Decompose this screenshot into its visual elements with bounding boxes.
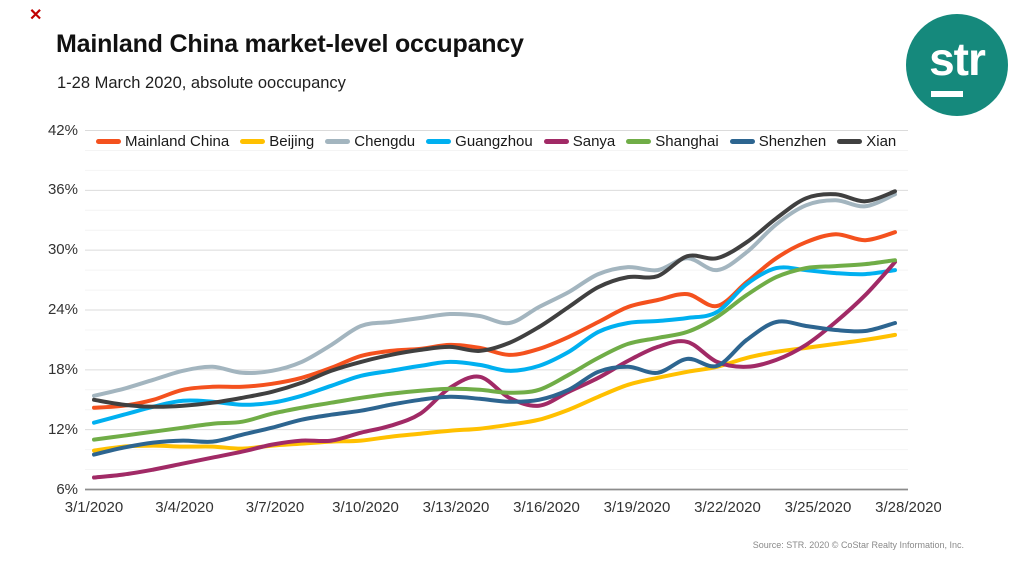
page-subtitle: 1-28 March 2020, absolute ooccupancy (57, 74, 346, 92)
legend-item-shenzhen: Shenzhen (729, 133, 827, 150)
legend-swatch-shenzhen (729, 139, 755, 144)
chart-legend: Mainland China Beijing Chengdu Guangzhou San… (96, 133, 907, 150)
source-note: Source: STR. 2020 © CoStar Realty Inform… (752, 540, 964, 550)
str-logo-underline (931, 91, 963, 97)
legend-swatch-guangzhou (426, 139, 452, 144)
str-logo-text: str (929, 33, 986, 85)
legend-label-shanghai: Shanghai (655, 133, 719, 150)
y-tick-label-30: 30% (47, 241, 78, 259)
x-tick-label-3-7-2020: 3/7/2020 (245, 499, 305, 516)
legend-label-sanya: Sanya (572, 133, 616, 150)
y-tick-label-12: 12% (47, 420, 78, 438)
series-line-mainland-china (92, 230, 897, 410)
x-tick-label-3-13-2020: 3/13/2020 (422, 499, 490, 516)
legend-swatch-chengdu (325, 139, 351, 144)
x-tick-label-3-4-2020: 3/4/2020 (155, 499, 214, 516)
x-tick-label-3-1-2020: 3/1/2020 (64, 499, 124, 516)
series-line-beijing (92, 332, 897, 453)
x-tick-label-3-28-2020: 3/28/2020 (875, 499, 941, 516)
y-tick-label-6: 6% (56, 480, 78, 498)
page-title: Mainland China market-level occupancy (56, 30, 524, 58)
red-cross-mark: ✕ (29, 7, 43, 24)
legend-swatch-xian (837, 139, 863, 144)
legend-swatch-shanghai (626, 139, 652, 144)
legend-swatch-beijing (240, 139, 266, 144)
legend-label-beijing: Beijing (269, 133, 315, 150)
legend-label-xian: Xian (866, 133, 897, 150)
series-line-sanya (92, 260, 897, 480)
legend-swatch-sanya (543, 139, 569, 144)
legend-item-shanghai: Shanghai (626, 133, 719, 150)
y-tick-label-18: 18% (47, 360, 78, 378)
legend-item-xian: Xian (837, 133, 896, 150)
legend-label-mainland-china: Mainland China (125, 133, 230, 150)
series-line-shanghai (92, 258, 897, 442)
series-line-guangzhou (92, 265, 897, 425)
legend-item-mainland-china: Mainland China (96, 133, 229, 150)
series-line-chengdu (92, 192, 897, 398)
x-tick-label-3-19-2020: 3/19/2020 (603, 499, 671, 516)
y-tick-label-36: 36% (47, 181, 78, 199)
x-tick-label-3-16-2020: 3/16/2020 (513, 499, 580, 516)
legend-item-chengdu: Chengdu (325, 133, 415, 150)
y-tick-label-42: 42% (47, 121, 78, 139)
legend-label-shenzhen: Shenzhen (758, 133, 827, 150)
series-line-shenzhen (92, 319, 897, 457)
str-logo: str (906, 14, 1008, 116)
legend-swatch-mainland-china (96, 139, 121, 144)
x-tick-label-3-25-2020: 3/25/2020 (784, 499, 852, 516)
x-axis: 3/1/2020 3/4/2020 3/7/2020 3/10/2020 3/13/20… (0, 497, 941, 521)
legend-item-guangzhou: Guangzhou (426, 133, 533, 150)
y-tick-label-24: 24% (47, 301, 78, 318)
legend-label-chengdu: Chengdu (354, 133, 416, 150)
series-line-xian (92, 189, 897, 409)
legend-label-guangzhou: Guangzhou (455, 133, 533, 150)
legend-item-beijing: Beijing (240, 133, 314, 150)
legend-item-sanya: Sanya (543, 133, 616, 150)
x-tick-label-3-22-2020: 3/22/2020 (694, 499, 761, 516)
x-tick-label-3-10-2020: 3/10/2020 (332, 499, 399, 516)
